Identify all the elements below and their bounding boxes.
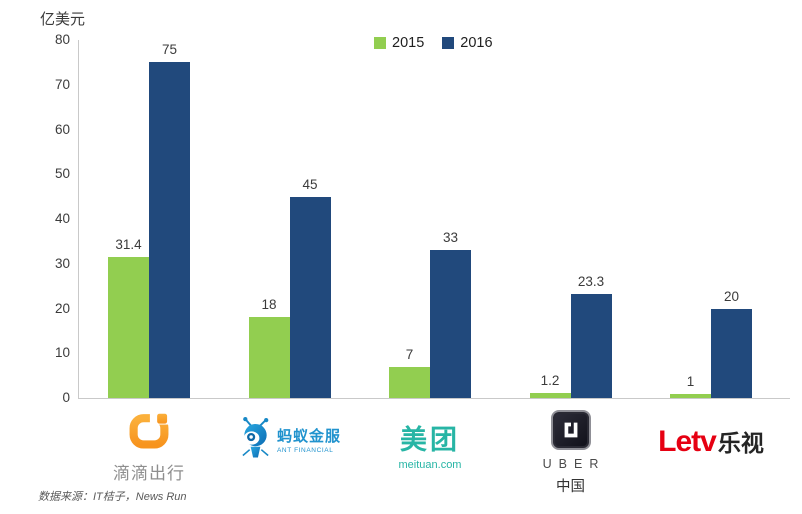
bar-2016-2 xyxy=(289,196,331,398)
legend-label-2015: 2015 xyxy=(392,35,425,51)
category-logo-didi: 滴滴出行 xyxy=(89,411,209,484)
x-axis-line xyxy=(78,398,790,399)
value-label-2015-4: 1.2 xyxy=(540,372,560,388)
value-label-2015-2: 18 xyxy=(261,297,277,313)
meituan-brand-subtext: meituan.com xyxy=(398,459,462,471)
value-label-2015-1: 31.4 xyxy=(115,237,142,253)
ytick-30: 30 xyxy=(54,255,70,271)
uber-brand-subtext: 中国 xyxy=(556,479,585,495)
value-label-2016-2: 45 xyxy=(302,176,318,192)
ant-brand-text: 蚂蚁金服 xyxy=(276,427,341,445)
ytick-50: 50 xyxy=(54,166,70,182)
letv-brand-subtext: 乐视 xyxy=(717,430,764,456)
legend-swatch-2015 xyxy=(374,37,386,49)
legend: 2015 2016 xyxy=(374,35,493,51)
bar-2016-1 xyxy=(149,62,190,398)
y-axis-line xyxy=(78,40,79,398)
bar-2016-3 xyxy=(430,250,471,398)
legend-label-2016: 2016 xyxy=(460,35,493,51)
didi-brand-text: 滴滴出行 xyxy=(113,464,185,483)
ant-icon xyxy=(242,416,269,458)
value-label-2016-3: 33 xyxy=(442,230,459,246)
category-logo-letv: Letv 乐视 xyxy=(651,424,771,459)
bar-2016-4 xyxy=(570,293,612,398)
ant-brand-subtext: ANT FINANCIAL xyxy=(276,446,334,454)
category-logo-meituan: 美团 meituan.com xyxy=(370,418,490,471)
value-label-2015-3: 7 xyxy=(405,346,414,362)
value-label-2016-4: 23.3 xyxy=(577,273,605,289)
uber-badge-icon xyxy=(550,410,591,450)
ytick-10: 10 xyxy=(54,345,70,361)
bar-2015-5 xyxy=(670,393,711,398)
bar-2015-1 xyxy=(108,257,149,398)
ytick-20: 20 xyxy=(54,300,70,316)
ytick-0: 0 xyxy=(62,390,70,405)
y-axis-unit-label: 亿美元 xyxy=(40,11,86,28)
legend-swatch-2016 xyxy=(442,37,455,49)
bar-2015-3 xyxy=(389,366,430,398)
ytick-70: 70 xyxy=(54,76,70,92)
ytick-60: 60 xyxy=(54,121,70,137)
uber-brand-text: UBER xyxy=(542,457,606,471)
legend-item-2015: 2015 xyxy=(374,35,424,51)
source-note: 数据来源：IT桔子，News Run xyxy=(38,491,187,503)
value-label-2016-1: 75 xyxy=(161,42,178,58)
bar-2016-5 xyxy=(711,308,752,398)
ytick-40: 40 xyxy=(54,211,70,226)
value-label-2015-5: 1 xyxy=(686,373,695,389)
didi-icon xyxy=(129,411,171,449)
uber-u-icon xyxy=(564,422,577,438)
category-logo-uber-china: UBER 中国 xyxy=(510,410,631,496)
bar-2015-4 xyxy=(529,392,571,398)
legend-item-2016: 2016 xyxy=(442,35,493,51)
letv-brand-text: Letv xyxy=(658,425,717,458)
category-logo-ant-financial: 蚂蚁金服 ANT FINANCIAL xyxy=(224,416,356,462)
bar-2015-2 xyxy=(248,317,290,398)
meituan-brand-text: 美团 xyxy=(400,425,460,455)
ytick-80: 80 xyxy=(54,32,70,47)
value-label-2016-5: 20 xyxy=(723,288,740,304)
